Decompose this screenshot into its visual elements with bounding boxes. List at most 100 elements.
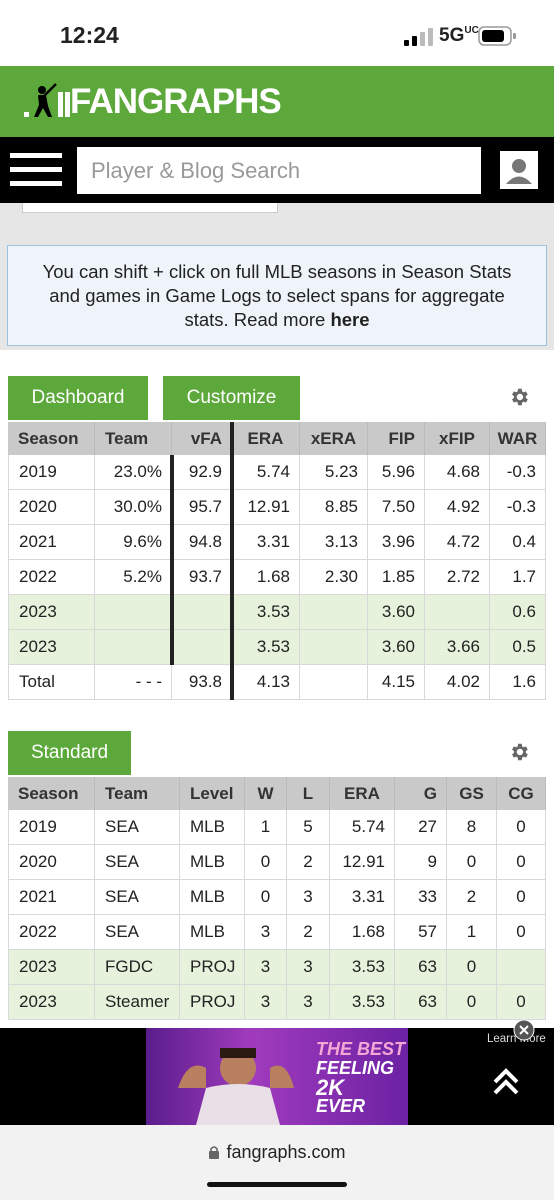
network-type: 5G: [439, 25, 465, 46]
table-cell: 3.31: [330, 880, 395, 915]
ad-image[interactable]: THE BEST FEELING 2K EVER: [146, 1028, 408, 1125]
column-header[interactable]: G: [395, 777, 447, 810]
table-cell: 2021: [8, 880, 95, 915]
ad-figure: [178, 1048, 294, 1125]
settings-button[interactable]: [508, 741, 530, 763]
table-cell: [95, 630, 172, 665]
table-cell: 3.53: [330, 950, 395, 985]
column-header[interactable]: WAR: [490, 422, 546, 455]
table-cell: 9: [395, 845, 447, 880]
table-cell: 0: [497, 810, 546, 845]
table-cell: 63: [395, 950, 447, 985]
notice-link[interactable]: here: [330, 308, 370, 330]
table-cell: 0: [245, 845, 287, 880]
column-header[interactable]: Team: [95, 422, 172, 455]
logo-text[interactable]: FANGRAPHS: [70, 82, 282, 121]
table-cell: 4.68: [425, 455, 490, 490]
column-header[interactable]: FIP: [368, 422, 425, 455]
column-header[interactable]: ERA: [330, 777, 395, 810]
table-cell: 4.02: [425, 665, 490, 700]
table-cell: 3.66: [425, 630, 490, 665]
table-cell: Steamer: [95, 985, 180, 1020]
table-cell: SEA: [95, 880, 180, 915]
column-header[interactable]: Season: [8, 777, 95, 810]
table-cell: SEA: [95, 845, 180, 880]
ad-headline-line: 2K: [316, 1075, 345, 1100]
table-cell: 3.31: [232, 525, 300, 560]
column-header[interactable]: L: [287, 777, 330, 810]
account-button[interactable]: [500, 151, 538, 189]
column-header[interactable]: vFA: [172, 422, 232, 455]
table-cell: PROJ: [180, 985, 245, 1020]
home-indicator: [207, 1182, 347, 1187]
table-cell: 57: [395, 915, 447, 950]
input-stub: [22, 203, 278, 213]
menu-button[interactable]: [10, 153, 62, 187]
table-cell: 5.23: [300, 455, 368, 490]
table-cell: 23.0%: [95, 455, 172, 490]
tab[interactable]: Standard: [8, 731, 131, 775]
table-cell: 2: [287, 915, 330, 950]
table-cell: 2019: [8, 810, 95, 845]
table-cell: 33: [395, 880, 447, 915]
settings-button[interactable]: [508, 386, 530, 408]
table-cell: 1.68: [232, 560, 300, 595]
column-header[interactable]: ERA: [232, 422, 300, 455]
notice-content: You can shift + click on full MLB season…: [34, 260, 520, 332]
scroll-up-button[interactable]: [493, 1068, 519, 1096]
url-field[interactable]: fangraphs.com: [0, 1142, 554, 1163]
table-cell: 93.7: [172, 560, 232, 595]
table-cell: 2.30: [300, 560, 368, 595]
network-sub: UC: [464, 25, 479, 36]
column-header[interactable]: W: [245, 777, 287, 810]
table-cell: 7.50: [368, 490, 425, 525]
table-cell: 1.6: [490, 665, 546, 700]
table-cell: 30.0%: [95, 490, 172, 525]
column-header[interactable]: Level: [180, 777, 245, 810]
table-cell: 0.6: [490, 595, 546, 630]
table-cell: 3: [287, 880, 330, 915]
table-cell: 1: [245, 810, 287, 845]
table-cell: 2: [287, 845, 330, 880]
close-button[interactable]: [513, 1019, 535, 1041]
table-cell: FGDC: [95, 950, 180, 985]
column-header[interactable]: GS: [447, 777, 497, 810]
table-cell: 3.53: [232, 595, 300, 630]
column-header[interactable]: xFIP: [425, 422, 490, 455]
table-cell: 2: [447, 880, 497, 915]
table-cell: SEA: [95, 810, 180, 845]
notice-box: You can shift + click on full MLB season…: [7, 245, 547, 346]
table-cell: 2022: [8, 915, 95, 950]
table-cell: 3.60: [368, 595, 425, 630]
table-cell: [300, 665, 368, 700]
table-cell: 9.6%: [95, 525, 172, 560]
tab[interactable]: Customize: [163, 376, 300, 420]
table-cell: 2023: [8, 985, 95, 1020]
column-header[interactable]: Season: [8, 422, 95, 455]
table-cell: 1.85: [368, 560, 425, 595]
browser-bar: fangraphs.com: [0, 1125, 554, 1200]
table-cell: 8: [447, 810, 497, 845]
tab[interactable]: Dashboard: [8, 376, 148, 420]
table-cell: 8.85: [300, 490, 368, 525]
search-input[interactable]: Player & Blog Search: [77, 147, 481, 194]
table-cell: 3.53: [232, 630, 300, 665]
notice-area: You can shift + click on full MLB season…: [0, 203, 554, 350]
table-cell: 3: [245, 950, 287, 985]
table-cell: 12.91: [330, 845, 395, 880]
table-cell: 2021: [8, 525, 95, 560]
column-header[interactable]: CG: [497, 777, 546, 810]
table-cell: 3: [287, 950, 330, 985]
table-cell: [300, 595, 368, 630]
column-header[interactable]: xERA: [300, 422, 368, 455]
table-cell: - - -: [95, 665, 172, 700]
table-cell: 0: [497, 985, 546, 1020]
table-cell: 0: [497, 845, 546, 880]
table-cell: 4.92: [425, 490, 490, 525]
table-cell: 2022: [8, 560, 95, 595]
table-cell: 0: [447, 950, 497, 985]
table-cell: [172, 595, 232, 630]
logo-icon[interactable]: [22, 82, 72, 120]
column-header[interactable]: Team: [95, 777, 180, 810]
ad-headline-line: EVER: [316, 1096, 366, 1116]
